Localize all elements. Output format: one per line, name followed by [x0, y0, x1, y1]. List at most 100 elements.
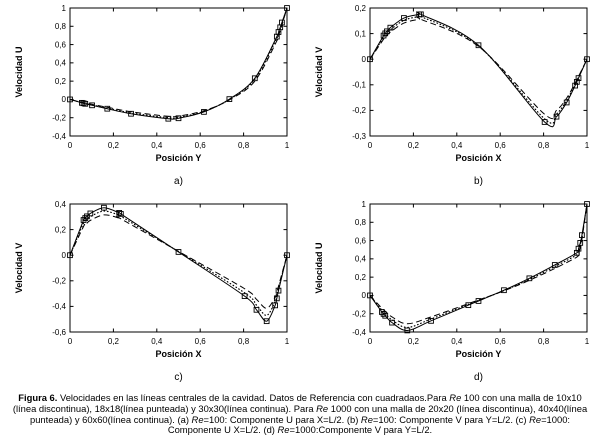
x-tick-label: 0,8 — [238, 141, 250, 150]
y-axis-label: Velocidad V — [14, 243, 24, 294]
y-tick-label: -0,2 — [352, 106, 366, 115]
y-tick-label: 0,2 — [355, 273, 367, 282]
reference-marker — [541, 119, 548, 125]
reference-marker — [401, 15, 407, 21]
plot-generated: 0 0,2 0,4 0,6 0,8 1 -0,4 -0,2 0 0,2 0,4 0,6 0,8 1 — [352, 200, 590, 346]
caption-segment: 1000 con una malla de 20x20 (línea disco… — [29, 402, 588, 425]
reference-marker — [165, 115, 172, 122]
y-tick-label: -0,2 — [52, 114, 66, 123]
caption-segment: =1000:Componente V para Y=L/2. — [289, 424, 433, 436]
reference-marker — [573, 249, 580, 256]
reference-marker — [67, 252, 73, 259]
reference-marker — [226, 96, 233, 102]
reference-marker — [553, 113, 560, 120]
series-line-dotted — [69, 210, 288, 316]
reference-marker — [563, 99, 570, 106]
x-tick-label: 0,6 — [195, 337, 207, 346]
y-tick-label: -0,1 — [352, 81, 366, 90]
y-tick-label: -0,3 — [352, 132, 366, 141]
reference-marker — [104, 105, 111, 112]
chart-cell-c: 0 0,2 0,4 0,6 0,8 1 -0,6 -0,4 -0,2 0 0,2 0,4 Veloci… — [0, 196, 300, 392]
y-tick-label: 0 — [62, 95, 67, 104]
reference-marker — [275, 287, 282, 294]
y-tick-label: -0,2 — [352, 310, 366, 319]
subplot-letter: a) — [174, 176, 183, 187]
reference-marker — [272, 302, 278, 309]
y-tick-label: 0 — [62, 251, 67, 260]
series-line-dotted — [369, 13, 588, 124]
y-tick-label: 0,4 — [55, 200, 67, 209]
reference-marker — [584, 56, 590, 63]
reference-marker — [241, 293, 248, 299]
plot-box — [369, 7, 588, 137]
x-tick-label: 1 — [585, 141, 590, 150]
reference-marker — [584, 201, 590, 207]
y-tick-label: 0,6 — [355, 236, 367, 245]
x-tick-label: 0,6 — [495, 337, 507, 346]
x-tick-label: 0,2 — [408, 141, 420, 150]
reference-marker — [475, 42, 482, 49]
caption-segment: Figura 6. — [18, 392, 58, 403]
x-tick-label: 0,2 — [408, 337, 420, 346]
reference-marker — [284, 5, 290, 11]
reference-marker — [116, 210, 123, 216]
reference-marker — [382, 312, 389, 319]
reference-marker — [526, 275, 533, 282]
reference-marker — [273, 295, 280, 302]
plot-generated: 0 0,2 0,4 0,6 0,8 1 -0,6 -0,4 -0,2 0 0,2 0,4 — [52, 200, 290, 346]
reference-marker — [501, 287, 507, 294]
plot-generated: 0 0,2 0,4 0,6 0,8 1 -0,3 -0,2 -0,1 0 0,1 0,2 — [352, 4, 590, 150]
reference-marker — [82, 100, 89, 107]
subplot-letter: d) — [474, 372, 483, 383]
reference-marker — [384, 28, 390, 35]
series-line-solid — [369, 203, 588, 331]
x-axis-label: Posición X — [455, 153, 501, 163]
caption-segment: Velocidades en las líneas centrales de l… — [57, 392, 450, 403]
reference-marker — [572, 82, 578, 89]
x-tick-label: 0,8 — [538, 141, 550, 150]
series-line-dashed — [369, 16, 588, 120]
caption-segment: Re — [360, 413, 373, 425]
chart-b: 0 0,2 0,4 0,6 0,8 1 -0,3 -0,2 -0,1 0 0,1 0,2 Veloci… — [314, 4, 590, 187]
y-tick-label: -0,4 — [52, 302, 66, 311]
plot-box — [69, 203, 288, 333]
series-line-solid — [69, 207, 288, 322]
caption-segment: Re — [449, 392, 462, 403]
caption-segment: 100 con una malla de 10x10 (línea discon… — [12, 392, 582, 414]
reference-marker — [428, 318, 434, 324]
y-tick-label: 0,8 — [355, 218, 367, 227]
figure-6: 0 0,2 0,4 0,6 0,8 1 -0,4 -0,2 0 0,2 0,4 0,6 0,8 1 Vel… — [0, 0, 600, 436]
plot-generated: 0 0,2 0,4 0,6 0,8 1 -0,4 -0,2 0 0,2 0,4 0,6 0,8 1 — [52, 4, 290, 150]
chart-cell-a: 0 0,2 0,4 0,6 0,8 1 -0,4 -0,2 0 0,2 0,4 0,6 0,8 1 Vel… — [0, 0, 300, 196]
reference-marker — [575, 75, 582, 81]
series-line-dashed — [69, 214, 288, 309]
x-axis-label: Posición X — [155, 349, 201, 359]
reference-marker — [577, 240, 584, 246]
reference-marker — [101, 204, 107, 211]
series-line-dashed — [369, 203, 588, 325]
reference-marker — [118, 211, 124, 217]
series-line-dotted — [69, 7, 288, 119]
reference-marker — [80, 100, 87, 107]
y-tick-label: 0,1 — [355, 29, 367, 38]
reference-marker — [175, 249, 182, 255]
x-tick-label: 0,2 — [108, 337, 120, 346]
x-tick-label: 1 — [285, 141, 290, 150]
y-tick-label: -0,4 — [52, 132, 66, 141]
x-tick-label: 0 — [68, 337, 73, 346]
reference-marker — [251, 75, 258, 82]
reference-marker — [128, 110, 134, 117]
y-tick-label: 0,2 — [355, 4, 367, 13]
x-tick-label: 0,6 — [195, 141, 207, 150]
x-tick-label: 0,4 — [151, 141, 163, 150]
chart-cell-b: 0 0,2 0,4 0,6 0,8 1 -0,3 -0,2 -0,1 0 0,1 0,2 Veloci… — [300, 0, 600, 196]
x-tick-label: 0,8 — [238, 337, 250, 346]
caption-segment: Re — [277, 424, 290, 436]
reference-marker — [82, 215, 89, 221]
y-tick-label: 1 — [362, 200, 367, 209]
x-tick-label: 0,8 — [538, 337, 550, 346]
series-line-solid — [69, 7, 288, 120]
y-tick-label: 0,2 — [55, 225, 67, 234]
reference-marker — [84, 213, 90, 220]
subplot-letter: c) — [174, 372, 182, 383]
